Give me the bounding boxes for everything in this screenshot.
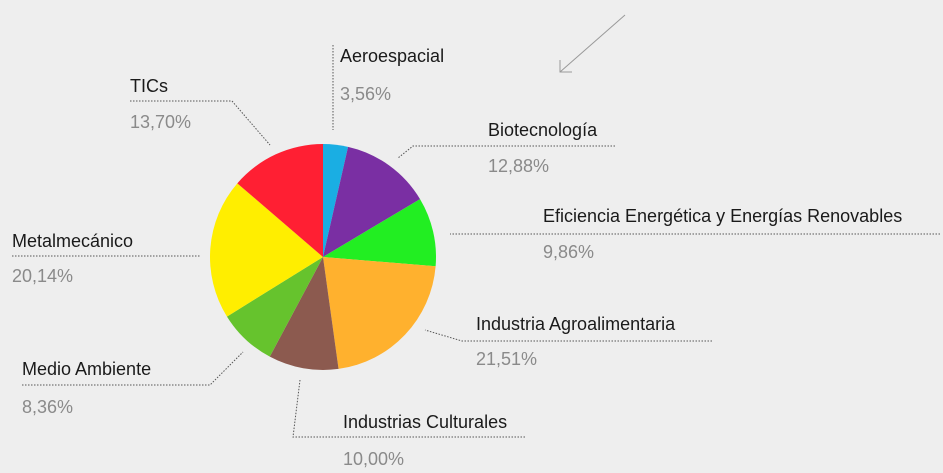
slice-label: Aeroespacial: [340, 46, 444, 66]
slice-label: Industrias Culturales: [343, 412, 507, 432]
slice-value: 10,00%: [343, 449, 404, 469]
slice-value: 8,36%: [22, 397, 73, 417]
slice-value: 3,56%: [340, 84, 391, 104]
slice-label: Biotecnología: [488, 120, 598, 140]
slice-label: Eficiencia Energética y Energías Renovab…: [543, 206, 902, 226]
pie-slice: [209, 183, 323, 317]
slice-label: Industria Agroalimentaria: [476, 314, 676, 334]
leader-line: [22, 351, 244, 386]
slice-value: 13,70%: [130, 112, 191, 132]
slice-value: 9,86%: [543, 242, 594, 262]
pie-slice: [323, 144, 349, 257]
pie-slice: [323, 199, 437, 267]
arrow-icon: [559, 14, 626, 73]
leader-line: [292, 379, 525, 438]
pie-slice: [323, 257, 436, 369]
slice-value: 21,51%: [476, 349, 537, 369]
leader-line: [130, 100, 271, 146]
slice-value: 20,14%: [12, 266, 73, 286]
pie-slice: [226, 257, 323, 357]
pie-slice: [237, 144, 323, 257]
slice-label: Metalmecánico: [12, 231, 133, 251]
slice-label: Medio Ambiente: [22, 359, 151, 379]
pie-slice: [269, 257, 339, 370]
leader-line: [424, 329, 712, 342]
pie-slice: [323, 146, 421, 257]
leader-line: [397, 145, 615, 159]
slice-value: 12,88%: [488, 156, 549, 176]
slice-label: TICs: [130, 76, 168, 96]
